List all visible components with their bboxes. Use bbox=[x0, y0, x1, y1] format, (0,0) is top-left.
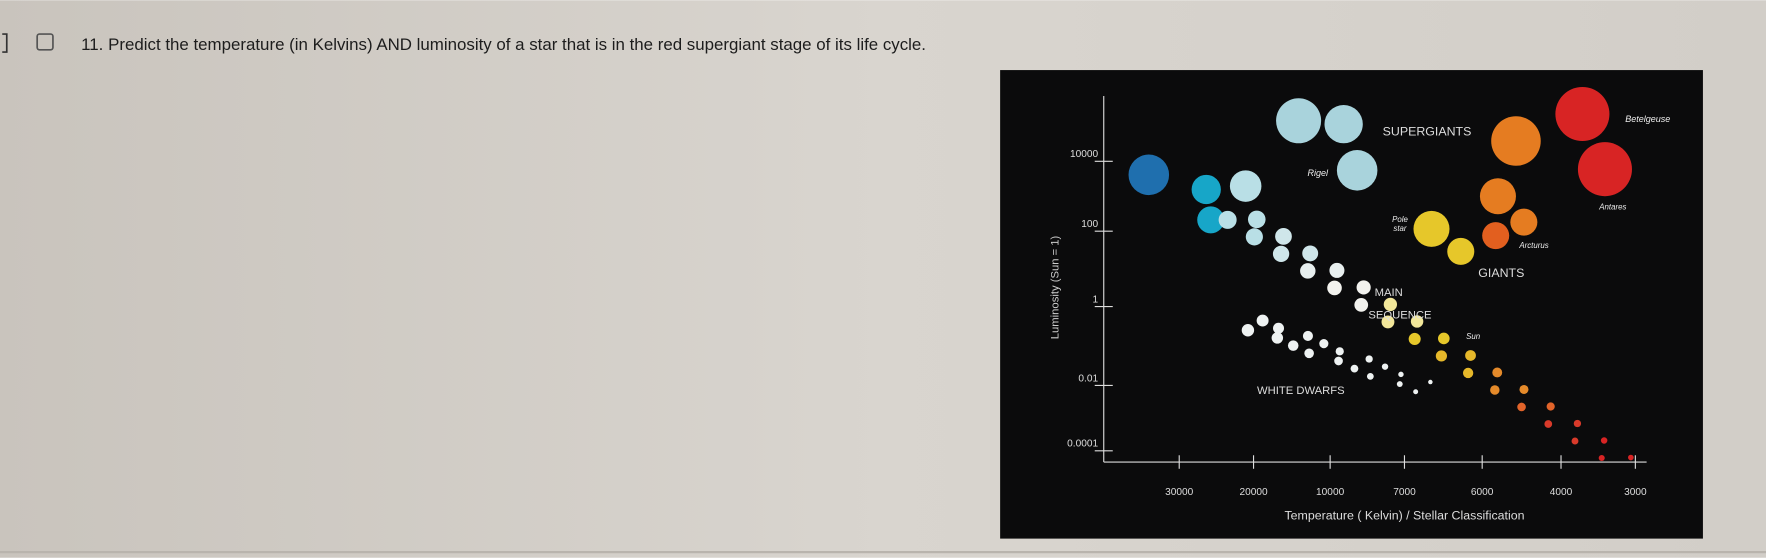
white-dwarf bbox=[1365, 355, 1373, 363]
white-dwarf bbox=[1366, 372, 1374, 380]
y-tick-label: 0.01 bbox=[1078, 373, 1098, 384]
main-sequence-star bbox=[1302, 245, 1319, 262]
main-sequence-star bbox=[1327, 280, 1342, 296]
question-text: Predict the temperature (in Kelvins) AND… bbox=[108, 35, 926, 54]
x-tick-label: 3000 bbox=[1624, 487, 1647, 498]
x-tick-label: 6000 bbox=[1471, 487, 1494, 498]
star bbox=[1577, 142, 1632, 197]
x-tick-label: 7000 bbox=[1393, 487, 1416, 498]
region-label: Antares bbox=[1598, 203, 1626, 212]
region-label: Arcturus bbox=[1518, 241, 1548, 250]
star bbox=[1276, 98, 1322, 144]
main-sequence-star bbox=[1408, 332, 1421, 345]
star bbox=[1191, 174, 1221, 205]
x-tick-label: 10000 bbox=[1316, 487, 1345, 498]
main-sequence-star bbox=[1571, 437, 1579, 445]
main-sequence-star bbox=[1247, 210, 1266, 229]
star bbox=[1491, 116, 1541, 166]
checkbox[interactable] bbox=[36, 33, 54, 51]
region-label: Betelgeuse bbox=[1625, 114, 1670, 124]
main-sequence-star bbox=[1546, 402, 1555, 411]
main-sequence-star bbox=[1519, 384, 1529, 394]
white-dwarf bbox=[1271, 332, 1284, 344]
white-dwarf bbox=[1319, 339, 1329, 349]
y-axis-label: Luminosity (Sun = 1) bbox=[1049, 235, 1061, 339]
white-dwarf bbox=[1304, 348, 1314, 359]
main-sequence-star bbox=[1245, 228, 1263, 246]
white-dwarf bbox=[1381, 363, 1389, 370]
main-sequence-star bbox=[1410, 315, 1424, 328]
main-sequence-star bbox=[1600, 437, 1608, 444]
hr-diagram: Luminosity (Sun = 1) Temperature ( Kelvi… bbox=[1000, 70, 1703, 539]
main-sequence-star bbox=[1492, 367, 1503, 378]
star bbox=[1510, 208, 1538, 236]
main-sequence-star bbox=[1598, 454, 1605, 462]
main-sequence-star bbox=[1354, 298, 1369, 312]
region-label: GIANTS bbox=[1478, 266, 1524, 280]
main-sequence-star bbox=[1517, 402, 1526, 412]
y-tick-label: 10000 bbox=[1070, 149, 1099, 160]
white-dwarf bbox=[1241, 324, 1255, 337]
star bbox=[1324, 104, 1363, 144]
x-axis-label: Temperature ( Kelvin) / Stellar Classifi… bbox=[1284, 508, 1524, 522]
white-dwarf bbox=[1428, 379, 1433, 385]
white-dwarf bbox=[1396, 381, 1403, 387]
main-sequence-star bbox=[1628, 454, 1634, 461]
main-sequence-star bbox=[1275, 228, 1292, 245]
star bbox=[1482, 222, 1510, 250]
star bbox=[1229, 170, 1262, 202]
white-dwarf bbox=[1334, 356, 1343, 366]
question-number: 11. bbox=[81, 35, 103, 54]
main-sequence-star bbox=[1383, 297, 1398, 312]
white-dwarf bbox=[1398, 371, 1404, 378]
region-label: Sun bbox=[1466, 332, 1481, 341]
star bbox=[1447, 237, 1475, 265]
main-sequence-star bbox=[1381, 315, 1395, 329]
region-label: MAIN bbox=[1375, 287, 1403, 299]
main-sequence-star bbox=[1465, 350, 1476, 361]
bracket bbox=[2, 33, 8, 53]
main-sequence-star bbox=[1272, 245, 1290, 263]
main-sequence-star bbox=[1218, 210, 1237, 229]
white-dwarf bbox=[1350, 364, 1359, 373]
star bbox=[1555, 86, 1610, 142]
star bbox=[1336, 150, 1378, 191]
star bbox=[1128, 154, 1170, 196]
star bbox=[1479, 178, 1516, 215]
white-dwarf bbox=[1335, 347, 1344, 356]
main-sequence-star bbox=[1573, 419, 1582, 428]
y-tick-label: 100 bbox=[1081, 219, 1098, 230]
region-label: Rigel bbox=[1307, 168, 1329, 178]
white-dwarf bbox=[1256, 314, 1269, 327]
white-dwarf bbox=[1302, 330, 1313, 341]
star bbox=[1413, 210, 1450, 247]
region-label: WHITE DWARFS bbox=[1257, 385, 1345, 397]
white-dwarf bbox=[1287, 340, 1299, 351]
diagram-background bbox=[1000, 70, 1703, 539]
main-sequence-star bbox=[1356, 280, 1371, 295]
main-sequence-star bbox=[1462, 367, 1474, 379]
main-sequence-star bbox=[1300, 263, 1316, 279]
x-tick-label: 20000 bbox=[1239, 487, 1268, 498]
y-tick-label: 0.0001 bbox=[1067, 439, 1098, 450]
y-tick-label: 1 bbox=[1092, 295, 1098, 306]
white-dwarf bbox=[1413, 389, 1419, 395]
region-label: SEQUENCE bbox=[1368, 310, 1432, 322]
main-sequence-star bbox=[1329, 262, 1345, 278]
x-tick-label: 30000 bbox=[1165, 487, 1194, 498]
main-sequence-star bbox=[1435, 350, 1447, 362]
main-sequence-star bbox=[1544, 420, 1553, 428]
white-dwarf bbox=[1273, 322, 1285, 334]
star bbox=[1197, 206, 1225, 234]
main-sequence-star bbox=[1438, 332, 1450, 345]
region-label: star bbox=[1393, 224, 1407, 233]
region-label: Pole bbox=[1392, 215, 1408, 224]
region-label: SUPERGIANTS bbox=[1383, 124, 1472, 138]
x-tick-label: 4000 bbox=[1550, 487, 1573, 498]
main-sequence-star bbox=[1490, 385, 1500, 395]
